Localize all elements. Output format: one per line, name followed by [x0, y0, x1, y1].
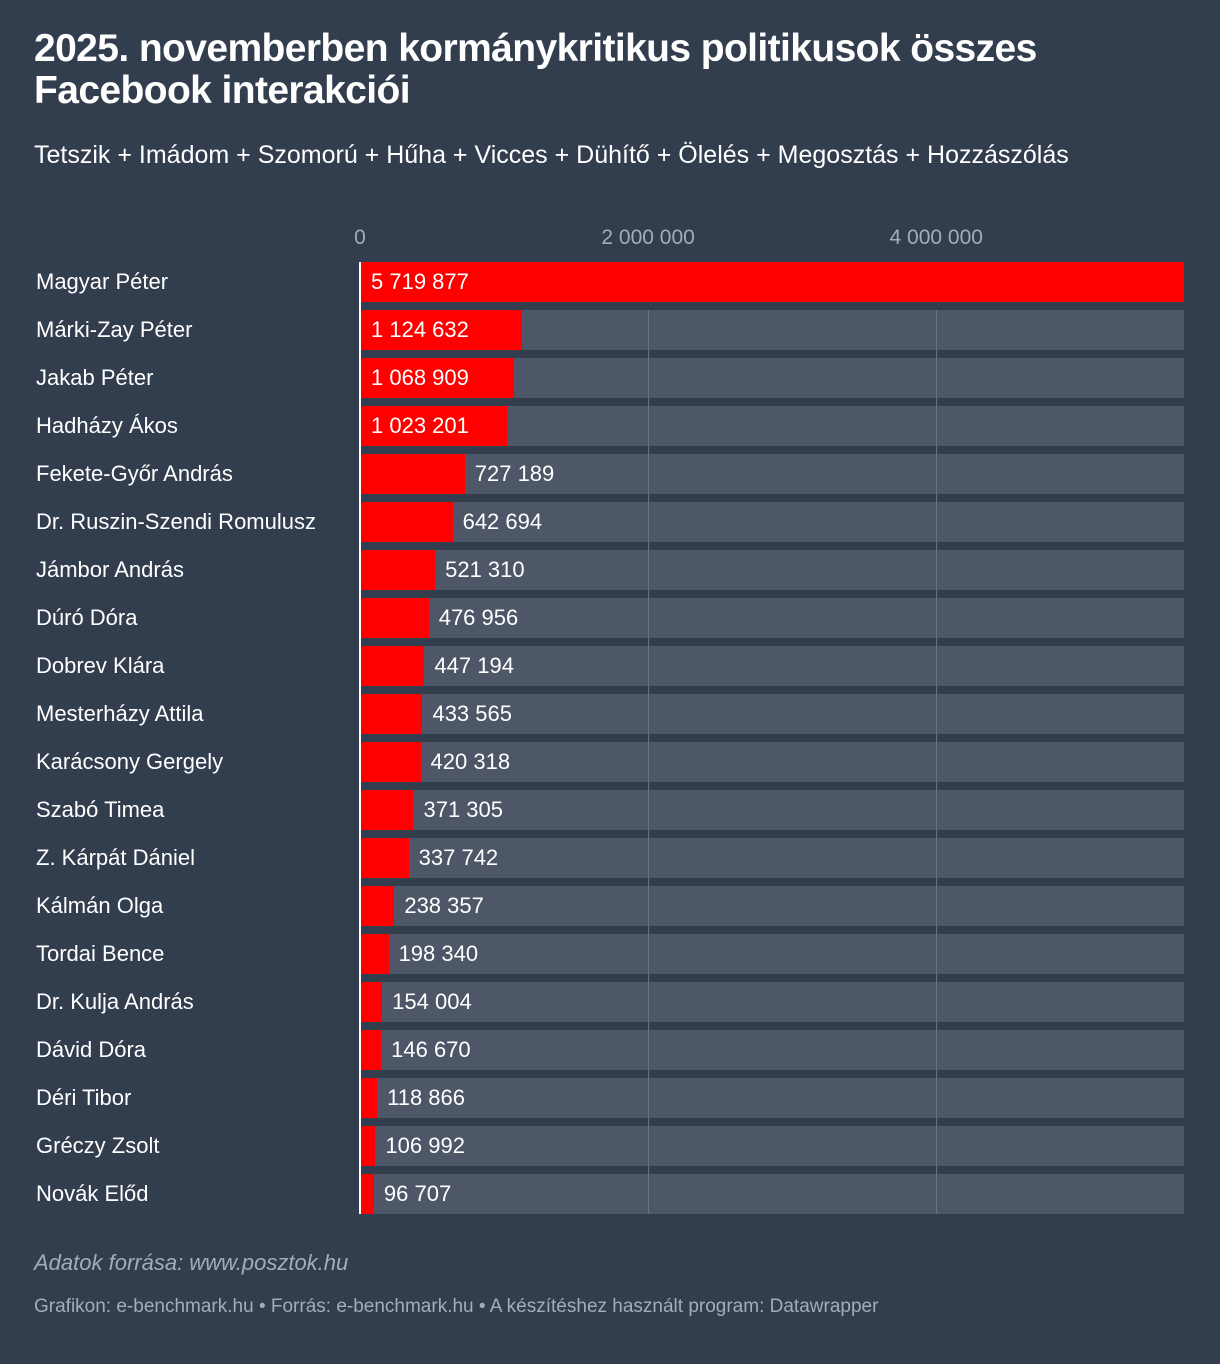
value-label: 1 124 632 — [371, 317, 469, 342]
category-label: Jakab Péter — [36, 365, 154, 390]
bar-value — [360, 454, 465, 494]
bar-value — [360, 310, 522, 350]
value-label: 198 340 — [398, 941, 479, 966]
bar-value — [360, 694, 423, 734]
bar-track — [360, 790, 1184, 830]
bar-value — [360, 1030, 382, 1070]
category-label: Dr. Kulja András — [36, 989, 194, 1014]
bar-track — [360, 550, 1184, 590]
value-label: 521 310 — [445, 557, 525, 582]
bar-value — [360, 1174, 374, 1214]
category-label: Mesterházy Attila — [36, 701, 204, 726]
value-label: 420 318 — [430, 749, 511, 774]
value-label: 5 719 877 — [371, 269, 469, 294]
bar-value — [360, 406, 508, 446]
bar-track — [360, 1030, 1184, 1070]
bar-value — [360, 1126, 376, 1166]
category-label: Jámbor András — [36, 557, 184, 582]
value-label: 154 004 — [392, 989, 472, 1014]
bar-value — [360, 742, 421, 782]
value-label: 238 357 — [404, 893, 484, 918]
value-label: 476 956 — [438, 605, 519, 630]
bar-track — [360, 502, 1184, 542]
value-label: 433 565 — [432, 701, 512, 726]
chart-title: 2025. novemberben kormánykritikus politi… — [34, 27, 1037, 112]
value-label: 727 189 — [474, 461, 555, 486]
zero-axis-line — [359, 262, 361, 1214]
category-label: Fekete-Győr András — [36, 461, 233, 486]
value-label: 118 866 — [387, 1085, 466, 1110]
category-label: Dúró Dóra — [36, 605, 138, 630]
bar-value — [360, 598, 429, 638]
bar-value — [360, 790, 414, 830]
bar-value — [360, 358, 514, 398]
bar-value — [360, 886, 395, 926]
category-label: Magyar Péter — [36, 269, 169, 294]
category-label: Dávid Dóra — [36, 1037, 147, 1062]
category-label: Dr. Ruszin-Szendi Romulusz — [36, 509, 316, 534]
gridline — [648, 310, 649, 1214]
category-label: Szabó Timea — [36, 797, 165, 822]
bar-value — [360, 646, 425, 686]
category-label: Gréczy Zsolt — [36, 1133, 160, 1158]
value-label: 96 707 — [383, 1181, 452, 1206]
source-note: Adatok forrása: www.posztok.hu — [34, 1250, 349, 1275]
category-label: Z. Kárpát Dániel — [36, 845, 195, 870]
chart-subtitle: Tetszik + Imádom + Szomorú + Hűha + Vicc… — [34, 141, 1069, 169]
category-label: Dobrev Klára — [36, 653, 165, 678]
value-label: 642 694 — [462, 509, 543, 534]
category-label: Hadházy Ákos — [36, 413, 178, 438]
value-label: 337 742 — [418, 845, 499, 870]
category-label: Tordai Bence — [36, 941, 165, 966]
value-label: 106 992 — [385, 1133, 465, 1158]
value-label: 371 305 — [423, 797, 504, 822]
bar-track — [360, 1126, 1184, 1166]
x-tick-label: 0 — [354, 226, 366, 249]
bar-track — [360, 934, 1184, 974]
bar-track — [360, 742, 1184, 782]
bar-value — [360, 982, 383, 1022]
bar-value — [360, 838, 409, 878]
bar-value — [360, 1078, 378, 1118]
gridline — [936, 310, 937, 1214]
bar-value — [360, 502, 453, 542]
bar-track — [360, 982, 1184, 1022]
x-tick-label: 2 000 000 — [601, 226, 695, 249]
chart-footer: Grafikon: e-benchmark.hu • Forrás: e-ben… — [34, 1296, 879, 1317]
value-label: 1 068 909 — [371, 365, 469, 390]
bar-value — [360, 262, 1184, 302]
bar-track — [360, 694, 1184, 734]
bar-track — [360, 454, 1184, 494]
category-label: Karácsony Gergely — [36, 749, 224, 774]
value-label: 146 670 — [391, 1037, 471, 1062]
bar-track — [360, 886, 1184, 926]
value-label: 1 023 201 — [371, 413, 469, 438]
category-label: Kálmán Olga — [36, 893, 164, 918]
bar-track — [360, 598, 1184, 638]
bar-track — [360, 646, 1184, 686]
bar-track — [360, 838, 1184, 878]
bar-track — [360, 1078, 1184, 1118]
x-tick-label: 4 000 000 — [889, 226, 983, 249]
bar-value — [360, 550, 436, 590]
value-label: 447 194 — [434, 653, 514, 678]
bar-track — [360, 1174, 1184, 1214]
bar-value — [360, 934, 389, 974]
category-label: Márki-Zay Péter — [36, 317, 193, 342]
category-label: Déri Tibor — [36, 1085, 132, 1110]
category-label: Novák Előd — [36, 1181, 149, 1206]
